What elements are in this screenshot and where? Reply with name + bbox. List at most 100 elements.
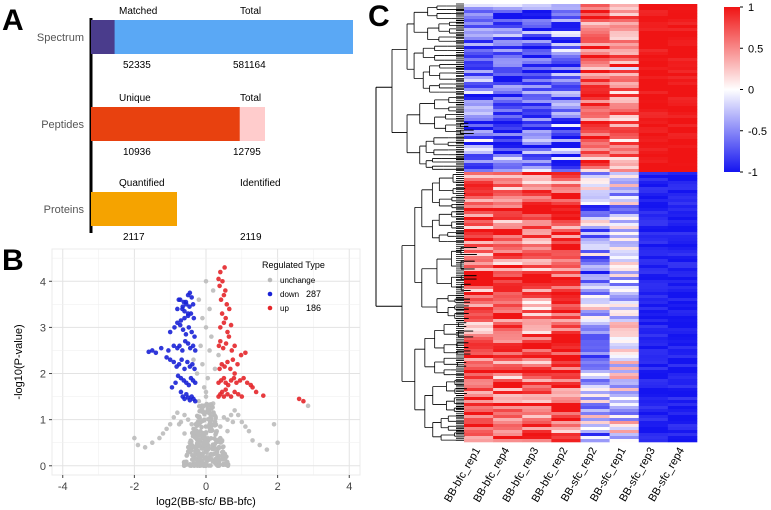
heatmap-cell: [667, 358, 698, 362]
heatmap-cell: [580, 346, 610, 350]
heatmap-cell: [667, 79, 698, 83]
heatmap-cell: [638, 295, 669, 299]
heatmap-cell: [638, 364, 669, 368]
heatmap-cell: [464, 142, 494, 146]
heatmap-cell: [464, 439, 494, 443]
heatmap-cell: [667, 280, 698, 284]
heatmap-cell: [638, 325, 669, 329]
heatmap-cell: [667, 238, 698, 242]
heatmap-cell: [551, 358, 581, 362]
heatmap-cell: [609, 376, 640, 380]
heatmap-cell: [667, 376, 698, 380]
heatmap-cell: [493, 376, 523, 380]
heatmap-cell: [493, 316, 523, 320]
heatmap-cell: [667, 364, 698, 368]
heatmap-cell: [638, 178, 669, 182]
heatmap-cell: [493, 130, 523, 134]
legend-label-up: up: [280, 304, 289, 313]
dendrogram-branch: [427, 27, 439, 41]
heatmap-cell: [464, 265, 494, 269]
dendrogram-branch: [453, 397, 461, 404]
point-down: [190, 302, 196, 307]
heatmap-cell: [464, 67, 494, 71]
heatmap-cell: [667, 268, 698, 272]
heatmap-cell: [609, 193, 640, 197]
point-up: [230, 357, 236, 362]
heatmap-cell: [638, 106, 669, 110]
point-unchange: [157, 435, 162, 441]
heatmap-cell: [667, 145, 698, 149]
heatmap-cell: [638, 31, 669, 35]
heatmap-cell: [580, 190, 610, 194]
point-unchange: [196, 433, 201, 438]
heatmap-cell: [609, 220, 640, 224]
heatmap-cell: [464, 316, 494, 320]
heatmap-cell: [551, 166, 581, 170]
heatmap-cell: [580, 421, 610, 425]
heatmap-cell: [522, 19, 552, 23]
point-up: [253, 389, 259, 395]
heatmap-cell: [551, 277, 581, 281]
heatmap-cell: [667, 112, 698, 116]
heatmap-cell: [580, 289, 610, 293]
heatmap-cell: [551, 88, 581, 92]
point-down: [177, 297, 183, 303]
colorbar-tick-label: 1: [748, 2, 754, 14]
point-down: [183, 332, 189, 337]
heatmap-cell: [551, 283, 581, 287]
heatmap-cell: [493, 235, 523, 239]
dendrogram-branch: [438, 213, 452, 226]
heatmap-cell: [522, 118, 552, 122]
heatmap-cell: [493, 100, 523, 104]
heatmap-cell: [667, 124, 698, 128]
point-down: [179, 357, 184, 362]
point-down: [173, 380, 178, 386]
heatmap-cell: [638, 433, 669, 437]
heatmap-cell: [580, 196, 610, 200]
heatmap-cell: [580, 145, 610, 149]
heatmap-cell: [638, 379, 669, 383]
heatmap-cell: [551, 319, 581, 323]
dendrogram-branch: [436, 13, 452, 19]
heatmap-cell: [667, 262, 698, 266]
heatmap-cell: [609, 286, 640, 290]
heatmap-cell: [667, 28, 698, 32]
heatmap-cell: [580, 169, 610, 173]
heatmap-cell: [551, 379, 581, 383]
point-up: [221, 394, 227, 399]
heatmap-cell: [609, 64, 640, 68]
point-unchange: [185, 444, 191, 450]
heatmap-cell: [580, 31, 610, 35]
heatmap-cell: [493, 70, 523, 74]
heatmap-cell: [551, 400, 581, 404]
heatmap-cell: [667, 19, 698, 23]
heatmap-cell: [609, 427, 640, 431]
heatmap-cell: [551, 256, 581, 260]
heatmap-cell: [580, 37, 610, 41]
point-unchange: [216, 459, 222, 465]
point-down: [186, 325, 192, 330]
heatmap-cell: [667, 154, 698, 158]
heatmap-cell: [464, 277, 494, 281]
point-unchange: [202, 456, 208, 461]
heatmap-cell: [464, 58, 494, 62]
heatmap-cell: [551, 163, 581, 167]
dendrogram-branch: [425, 160, 433, 168]
heatmap-cell: [667, 142, 698, 146]
heatmap-cell: [464, 94, 494, 98]
heatmap-cell: [522, 424, 552, 428]
heatmap-cell: [609, 232, 640, 236]
heatmap-cell: [609, 346, 640, 350]
heatmap-cell: [609, 184, 640, 188]
heatmap-cell: [609, 103, 640, 107]
heatmap-cell: [667, 202, 698, 206]
point-unchange: [271, 421, 277, 427]
heatmap-cell: [609, 136, 640, 140]
heatmap-cell: [522, 319, 552, 323]
legend-marker-unchange: [267, 277, 273, 283]
heatmap-cell: [609, 112, 640, 116]
heatmap-cell: [464, 202, 494, 206]
heatmap-cell: [522, 250, 552, 254]
heatmap-cell: [667, 118, 698, 122]
heatmap-cell: [667, 310, 698, 314]
